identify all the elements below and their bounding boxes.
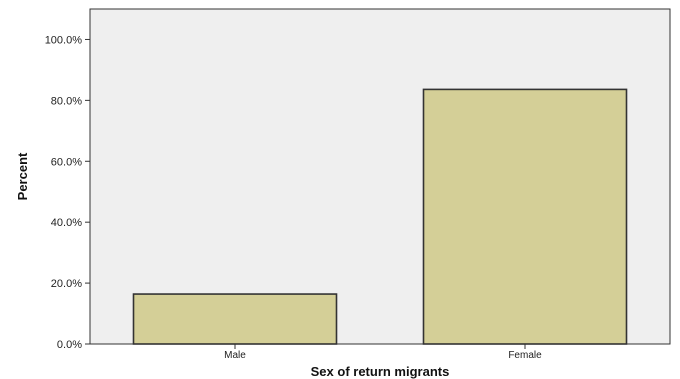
bars [132, 88, 628, 345]
x-axis-title: Sex of return migrants [311, 364, 450, 379]
bar-female [422, 88, 628, 345]
y-tick-label: 60.0% [51, 156, 82, 168]
bar-male [132, 293, 338, 345]
y-tick-label: 0.0% [57, 339, 82, 351]
y-tick-label: 20.0% [51, 278, 82, 290]
y-axis-ticks: 0.0% 20.0% 40.0% 60.0% 80.0% 100.0% [45, 34, 90, 351]
y-tick-label: 100.0% [45, 34, 83, 46]
y-axis-title: Percent [15, 152, 30, 200]
y-tick-label: 80.0% [51, 95, 82, 107]
x-axis-ticks: Male Female [224, 344, 542, 361]
y-tick-label: 40.0% [51, 217, 82, 229]
x-tick-label: Male [224, 350, 246, 361]
x-tick-label: Female [508, 350, 542, 361]
